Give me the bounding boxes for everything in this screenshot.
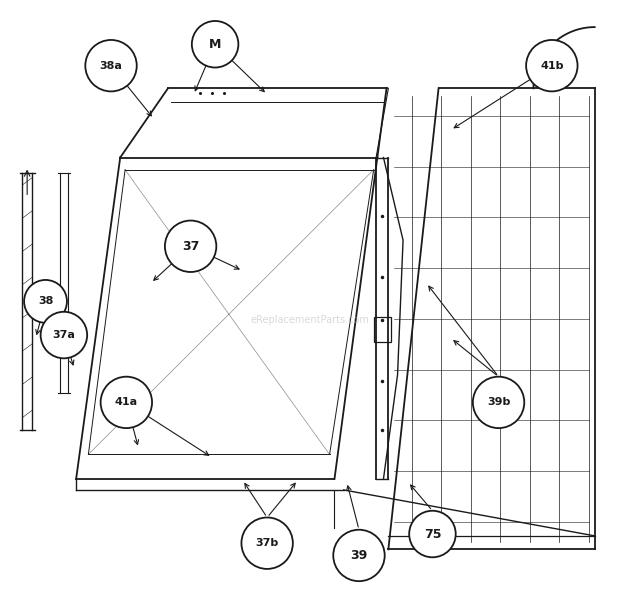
Text: eReplacementParts.com: eReplacementParts.com [250, 315, 370, 325]
Circle shape [241, 517, 293, 569]
Circle shape [473, 376, 525, 428]
FancyBboxPatch shape [374, 317, 391, 343]
Circle shape [409, 511, 456, 557]
Text: 41a: 41a [115, 397, 138, 407]
Circle shape [86, 40, 137, 92]
Circle shape [24, 280, 67, 323]
Text: 41b: 41b [540, 61, 564, 71]
Circle shape [41, 312, 87, 359]
Text: 38: 38 [38, 296, 53, 306]
Text: 38a: 38a [100, 61, 123, 71]
Circle shape [100, 376, 152, 428]
Text: 37: 37 [182, 240, 199, 253]
Text: 39: 39 [350, 549, 368, 562]
Text: 39b: 39b [487, 397, 510, 407]
Text: 75: 75 [423, 528, 441, 541]
Circle shape [334, 530, 384, 581]
Circle shape [192, 21, 238, 68]
Circle shape [165, 221, 216, 272]
Circle shape [526, 40, 578, 92]
Text: 37b: 37b [255, 538, 279, 548]
Text: M: M [209, 38, 221, 51]
Text: 37a: 37a [53, 330, 75, 340]
